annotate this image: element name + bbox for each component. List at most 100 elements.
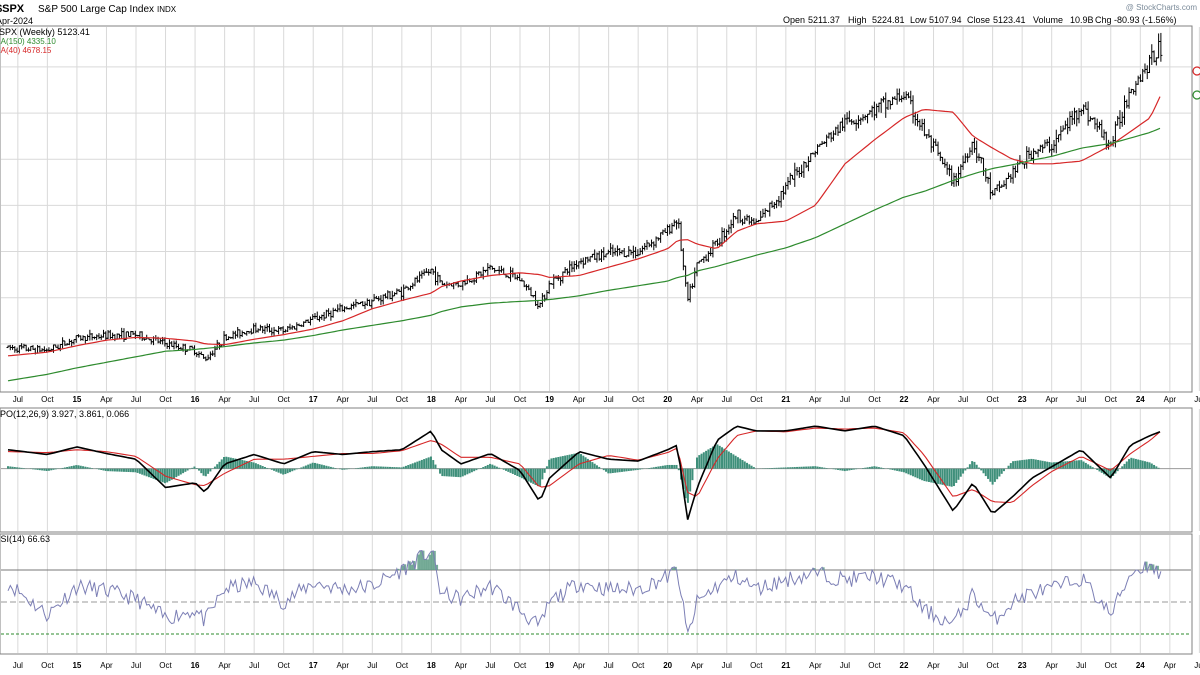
rsi-overbought-fill	[410, 564, 414, 570]
ohlc-low: 5107.94	[929, 15, 962, 25]
rsi-overbought-fill	[408, 561, 411, 570]
x-axis-bottom: Jul Oct 15 Apr Jul Oct 16 Apr Jul Oct 17 Apr Jul Oct 1…	[13, 661, 1200, 670]
x-tick-label: Jul	[131, 661, 141, 670]
ohlc-open: 5211.37	[808, 15, 840, 25]
x-tick-label: Apr	[337, 661, 350, 670]
x-tick-label: Oct	[41, 395, 54, 404]
change-value: -80.93 (-1.56%)	[1114, 15, 1177, 25]
x-tick-label: Oct	[986, 661, 999, 670]
x-tick-label: Jul	[249, 661, 259, 670]
x-tick-label: Jul	[485, 661, 495, 670]
x-tick-label: Oct	[514, 661, 527, 670]
macd-panel: PPO(12,26,9) 3.927, 3.861, 0.066	[0, 407, 1200, 533]
x-tick-label: Jul	[1076, 395, 1086, 404]
ma150-line	[7, 127, 1161, 382]
x-tick-label: Jul	[1194, 661, 1200, 670]
x-tick-label: Apr	[1164, 661, 1177, 670]
change-label: Chg	[1095, 15, 1112, 25]
ppo-line	[7, 425, 1161, 520]
x-tick-label: 22	[900, 661, 909, 670]
price-panel-frame	[0, 25, 1193, 393]
rsi-overbought-fill	[421, 550, 425, 570]
x-tick-label: Apr	[455, 661, 468, 670]
watermark: @ StockCharts.com	[1126, 3, 1198, 12]
x-tick-label: 16	[191, 661, 200, 670]
x-tick-label: Jul	[958, 661, 968, 670]
rsi-panel: RSI(14) 66.63	[0, 533, 1200, 655]
x-tick-label: Jul	[13, 661, 23, 670]
x-tick-label: Oct	[159, 395, 172, 404]
rsi-legend: RSI(14) 66.63	[0, 534, 50, 544]
rsi-overbought-fill	[1156, 565, 1159, 570]
ma150-marker	[1192, 90, 1200, 100]
symbol-label: $SPX	[0, 3, 25, 15]
x-tick-label: 20	[663, 661, 672, 670]
x-tick-label: Apr	[1045, 395, 1058, 404]
volume-value: 10.9B	[1070, 15, 1094, 25]
x-tick-label: 23	[1018, 661, 1027, 670]
rsi-overbought-fill	[671, 567, 675, 570]
x-tick-label: Apr	[337, 395, 350, 404]
ohlc-low-label: Low	[910, 15, 927, 25]
x-tick-label: 24	[1136, 395, 1145, 404]
volume-label: Volume	[1033, 15, 1063, 25]
exchange-label: INDX	[157, 5, 177, 14]
header-bar	[0, 0, 1200, 24]
x-tick-label: Jul	[840, 395, 850, 404]
x-tick-label: 24	[1136, 661, 1145, 670]
rsi-line	[7, 550, 1162, 634]
rsi-overbought-fill	[426, 559, 429, 570]
x-tick-label: 18	[427, 395, 436, 404]
rsi-panel-frame	[0, 533, 1193, 655]
x-tick-label: Apr	[927, 661, 940, 670]
x-tick-label: Apr	[691, 395, 704, 404]
rsi-overbought-fill	[1149, 564, 1153, 570]
x-tick-label: 22	[900, 395, 909, 404]
x-tick-label: Apr	[100, 661, 113, 670]
x-tick-label: Jul	[603, 661, 613, 670]
x-tick-label: Apr	[455, 395, 468, 404]
x-tick-label: Jul	[603, 395, 613, 404]
ma150-legend: MA(150) 4335.10	[0, 37, 56, 46]
x-tick-label: Jul	[722, 395, 732, 404]
chart-date: 1-Apr-2024	[0, 16, 33, 26]
ppo-legend: PPO(12,26,9) 3.927, 3.861, 0.066	[0, 409, 129, 419]
x-tick-label: Apr	[573, 661, 586, 670]
rsi-overbought-fill	[435, 564, 439, 570]
x-tick-label: 19	[545, 661, 554, 670]
x-tick-label: 15	[72, 661, 81, 670]
index-name: S&P 500 Large Cap Index	[38, 4, 154, 15]
x-tick-label: Apr	[691, 661, 704, 670]
x-tick-label: 17	[309, 395, 318, 404]
x-tick-label: Oct	[514, 395, 527, 404]
x-tick-label: Jul	[367, 661, 377, 670]
rsi-overbought-fill	[424, 559, 427, 570]
price-panel: $SPX (Weekly) 5123.41 MA(150) 4335.10 MA…	[0, 25, 1200, 393]
ohlc-close-label: Close	[967, 15, 990, 25]
x-tick-label: Oct	[868, 661, 881, 670]
x-tick-label: 17	[309, 661, 318, 670]
x-tick-label: Apr	[573, 395, 586, 404]
x-tick-label: Apr	[218, 661, 231, 670]
x-tick-label: Jul	[367, 395, 377, 404]
x-tick-label: Apr	[218, 395, 231, 404]
x-tick-label: Oct	[41, 661, 54, 670]
rsi-overbought-fill	[401, 565, 404, 570]
ma40-legend: MA(40) 4678.15	[0, 46, 52, 55]
x-tick-label: Jul	[13, 395, 23, 404]
price-legend: $SPX (Weekly) 5123.41	[0, 27, 90, 37]
ohlc-high: 5224.81	[872, 15, 905, 25]
ohlc-close: 5123.41	[993, 15, 1026, 25]
x-tick-label: Jul	[840, 661, 850, 670]
x-tick-label: 18	[427, 661, 436, 670]
x-tick-label: 21	[781, 661, 790, 670]
x-tick-label: Oct	[750, 395, 763, 404]
rsi-overbought-fill	[430, 551, 434, 570]
x-tick-label: Oct	[396, 395, 409, 404]
x-tick-label: Oct	[159, 661, 172, 670]
x-tick-label: Oct	[986, 395, 999, 404]
rsi-overbought-fill	[1151, 564, 1155, 570]
x-tick-label: Oct	[1105, 395, 1118, 404]
x-tick-label: Jul	[958, 395, 968, 404]
